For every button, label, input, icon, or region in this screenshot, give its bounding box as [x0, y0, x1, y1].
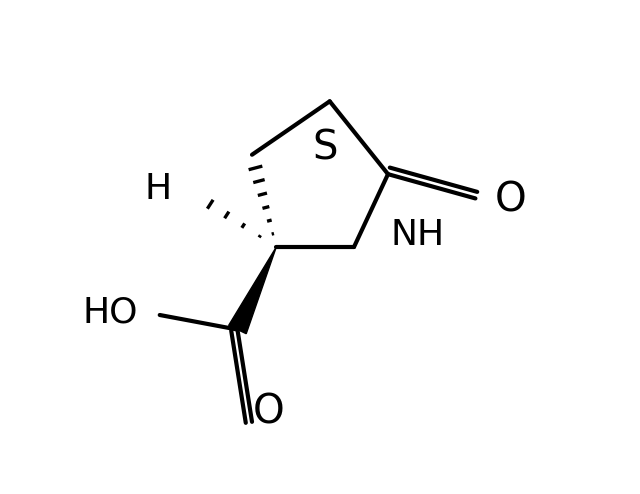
- Polygon shape: [228, 247, 276, 334]
- Text: H: H: [145, 172, 172, 206]
- Text: O: O: [253, 392, 285, 432]
- Text: O: O: [495, 181, 527, 221]
- Text: HO: HO: [83, 295, 138, 329]
- Text: S: S: [312, 128, 338, 168]
- Text: NH: NH: [390, 218, 445, 252]
